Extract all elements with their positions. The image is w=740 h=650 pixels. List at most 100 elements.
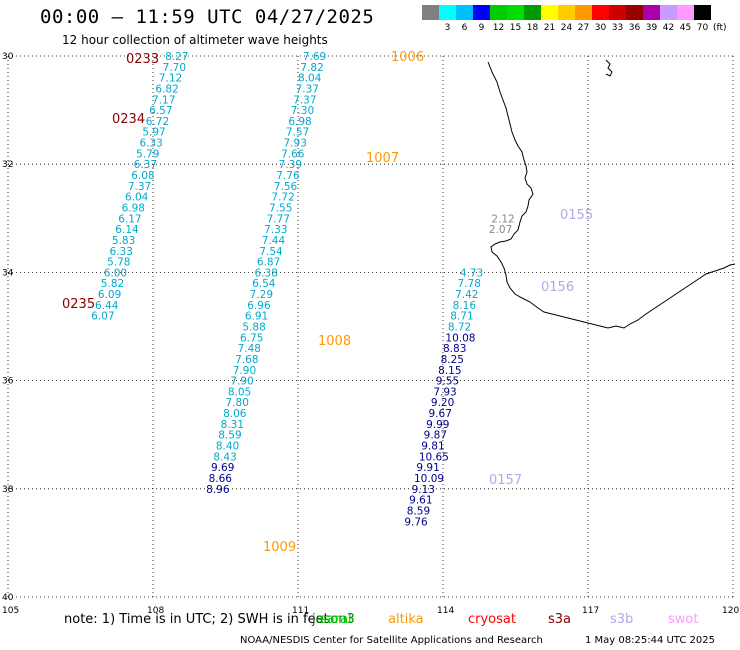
wave-height-value: 6.87 bbox=[257, 257, 280, 269]
wave-height-value: 8.15 bbox=[438, 365, 461, 377]
wave-height-value: 6.33 bbox=[110, 246, 133, 258]
color-scale-label: 9 bbox=[478, 23, 485, 33]
wave-height-value: 9.81 bbox=[421, 441, 444, 453]
wave-height-value: 8.25 bbox=[441, 354, 464, 366]
wave-height-value: 8.96 bbox=[206, 484, 230, 496]
pass-id-label: 1006 bbox=[391, 50, 424, 65]
wave-height-value: 9.13 bbox=[412, 484, 435, 496]
wave-height-value: 7.78 bbox=[458, 278, 481, 290]
wave-height-value: 4.73 bbox=[460, 267, 483, 279]
color-scale-label: 30 bbox=[594, 23, 607, 33]
wave-height-value: 10.65 bbox=[419, 451, 449, 463]
latitude-label: 32 bbox=[2, 160, 13, 170]
wave-height-value: 6.98 bbox=[122, 202, 145, 214]
wave-height-value: 7.12 bbox=[159, 73, 182, 85]
legend-s3a: s3a bbox=[548, 612, 572, 627]
altimeter-tracks: 8.277.707.126.827.176.576.725.976.335.79… bbox=[91, 51, 515, 528]
color-scale-swatch bbox=[541, 5, 558, 20]
color-scale-swatch bbox=[609, 5, 626, 20]
wave-height-value: 6.91 bbox=[245, 311, 268, 323]
wave-height-value: 7.77 bbox=[267, 213, 290, 225]
wave-height-value: 8.59 bbox=[407, 505, 430, 517]
page-subtitle: 12 hour collection of altimeter wave hei… bbox=[62, 33, 328, 47]
latitude-label: 34 bbox=[2, 268, 14, 278]
legend-saral: saral bbox=[320, 612, 352, 627]
pass-id-label: 1007 bbox=[366, 151, 399, 166]
wave-height-value: 7.17 bbox=[152, 94, 175, 106]
wave-height-value: 7.93 bbox=[284, 138, 307, 150]
wave-height-value: 6.17 bbox=[118, 213, 141, 225]
color-scale-label: 33 bbox=[611, 23, 624, 33]
wave-height-value: 9.99 bbox=[426, 419, 449, 431]
wave-height-value: 6.75 bbox=[240, 332, 263, 344]
color-scale-label: 45 bbox=[679, 23, 692, 33]
color-scale-swatch bbox=[626, 5, 643, 20]
color-scale-swatch bbox=[643, 5, 660, 20]
wave-height-value: 5.88 bbox=[242, 322, 265, 334]
wave-height-value: 8.83 bbox=[443, 343, 466, 355]
wave-height-value: 8.72 bbox=[448, 322, 471, 334]
pass-id-label: 0156 bbox=[541, 280, 574, 295]
longitude-label: 117 bbox=[582, 606, 599, 616]
wave-height-value: 8.43 bbox=[213, 451, 236, 463]
color-scale-label: 27 bbox=[577, 23, 590, 33]
color-scale-label: 15 bbox=[509, 23, 522, 33]
color-scale-swatch bbox=[524, 5, 541, 20]
color-scale-swatch bbox=[456, 5, 473, 20]
wave-height-value: 6.33 bbox=[139, 138, 162, 150]
wave-height-value: 6.44 bbox=[95, 300, 119, 312]
wave-height-value: 2.07 bbox=[489, 224, 512, 236]
footer-timestamp: 1 May 08:25:44 UTC 2025 bbox=[585, 635, 715, 646]
note-text: note: 1) Time is in UTC; 2) SWH is in fe… bbox=[64, 612, 329, 627]
longitude-label: 108 bbox=[147, 606, 164, 616]
wave-height-value: 7.72 bbox=[271, 192, 294, 204]
wave-height-value: 8.59 bbox=[218, 430, 241, 442]
wave-height-value: 7.82 bbox=[300, 62, 323, 74]
color-scale-swatch bbox=[677, 5, 694, 20]
color-scale-label: 24 bbox=[560, 23, 573, 33]
wave-height-value: 8.06 bbox=[223, 408, 247, 420]
color-scale-swatch bbox=[473, 5, 490, 20]
latitude-label: 40 bbox=[2, 593, 14, 603]
color-scale-label: 12 bbox=[492, 23, 505, 33]
wave-height-value: 6.54 bbox=[252, 278, 276, 290]
wave-height-value: 8.16 bbox=[453, 300, 477, 312]
footer-credit: NOAA/NESDIS Center for Satellite Applica… bbox=[240, 635, 543, 646]
wave-height-value: 8.40 bbox=[216, 441, 239, 453]
wave-height-value: 7.33 bbox=[264, 224, 287, 236]
color-scale-swatch bbox=[422, 5, 439, 20]
wave-height-value: 6.38 bbox=[255, 267, 278, 279]
color-scale-label: 6 bbox=[461, 23, 468, 33]
wave-height-value: 7.56 bbox=[274, 181, 298, 193]
longitude-label: 120 bbox=[722, 606, 739, 616]
coastline bbox=[487, 59, 736, 329]
color-scale-label: 39 bbox=[645, 23, 658, 33]
page-title: 00:00 – 11:59 UTC 04/27/2025 bbox=[40, 6, 375, 28]
pass-id-label: 0234 bbox=[112, 112, 145, 127]
wave-height-value: 9.87 bbox=[424, 430, 447, 442]
coastline-west-australia bbox=[487, 61, 736, 329]
wave-height-value: 10.08 bbox=[445, 332, 475, 344]
color-scale-swatch bbox=[439, 5, 456, 20]
wave-height-value: 5.82 bbox=[101, 278, 124, 290]
legend-cryosat: cryosat bbox=[468, 612, 516, 627]
legend-altika: altika bbox=[388, 612, 424, 627]
color-scale-label: 36 bbox=[628, 23, 641, 33]
wave-height-value: 7.30 bbox=[291, 105, 314, 117]
wave-height-value: 8.71 bbox=[450, 311, 473, 323]
latitude-label: 38 bbox=[2, 485, 14, 495]
color-scale-swatch bbox=[694, 5, 711, 20]
color-scale-label: 3 bbox=[444, 23, 451, 33]
wave-height-value: 7.76 bbox=[276, 170, 300, 182]
wave-height-value: 7.37 bbox=[128, 181, 151, 193]
wave-height-value: 5.78 bbox=[107, 257, 130, 269]
wave-height-value: 9.76 bbox=[404, 516, 428, 528]
wave-height-value: 7.69 bbox=[303, 51, 326, 63]
pass-id-label: 0157 bbox=[489, 473, 522, 488]
wave-height-value: 6.72 bbox=[146, 116, 169, 128]
wave-height-value: 6.04 bbox=[125, 192, 149, 204]
color-scale-swatch bbox=[490, 5, 507, 20]
wave-height-value: 5.83 bbox=[112, 235, 135, 247]
wave-height-value: 9.67 bbox=[429, 408, 452, 420]
